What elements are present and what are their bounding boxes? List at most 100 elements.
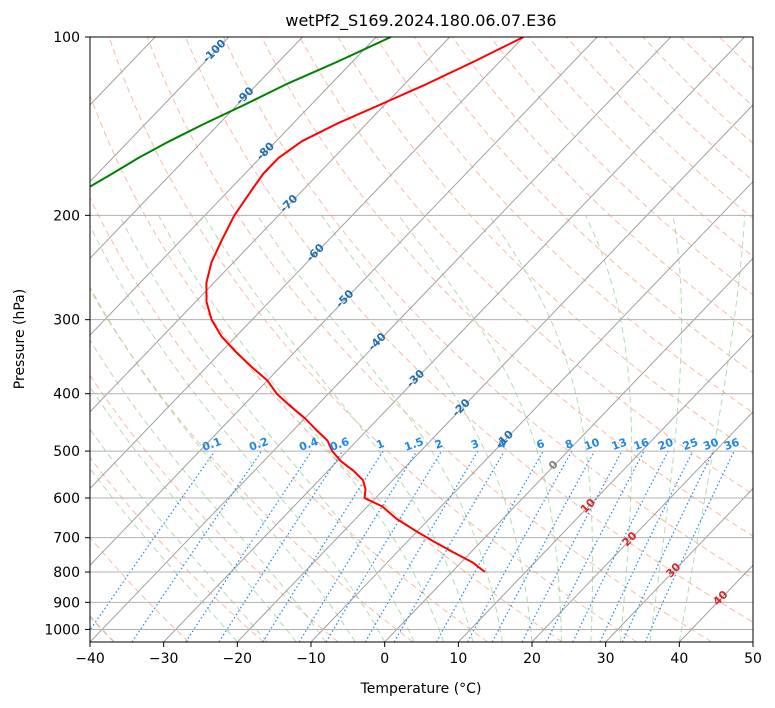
moist-adiabat	[90, 385, 297, 642]
y-axis-label: Pressure (hPa)	[12, 289, 28, 389]
y-tick-label: 400	[53, 387, 80, 403]
y-tick-label: 100	[53, 30, 80, 46]
plot-frame	[89, 36, 754, 643]
mixing-ratio-line	[325, 450, 443, 642]
mixing-ratio-label: 3	[469, 437, 481, 452]
dry-adiabat	[413, 37, 753, 374]
isotherm	[605, 487, 753, 642]
moist-adiabat	[90, 339, 327, 642]
moist-adiabat	[398, 215, 562, 642]
mixing-ratio-label: 1.5	[403, 435, 426, 454]
dry-adiabat	[90, 196, 488, 642]
mixing-ratio-label: 20	[656, 436, 675, 454]
dry-adiabat	[299, 37, 753, 495]
moist-adiabat	[203, 215, 474, 642]
y-tick-label: 900	[53, 595, 80, 611]
temperature-line	[205, 37, 524, 573]
y-tick-label: 1000	[44, 622, 80, 638]
isotherm	[90, 37, 230, 183]
mixing-ratio-label: 36	[722, 436, 741, 454]
y-tick-label: 200	[53, 208, 80, 224]
mixing-ratio-label: 0.4	[297, 435, 320, 454]
mixing-ratio-label: 0.1	[200, 435, 223, 454]
isotherm	[90, 37, 672, 642]
dry-adiabat	[451, 37, 753, 335]
y-axis: 100 200 300 400 500 600 700 800 900 1000	[44, 30, 90, 638]
mixing-ratio-line	[185, 450, 313, 642]
y-tick-label: 700	[53, 531, 80, 547]
moist-adiabat	[678, 215, 746, 642]
x-tick-label: 40	[670, 651, 688, 667]
chart-title: wetPf2_S169.2024.180.06.07.E36	[285, 11, 556, 31]
mixing-ratio-label: 0.2	[247, 435, 270, 454]
mixing-ratio-line	[545, 450, 645, 642]
y-tick-label: 300	[53, 313, 80, 329]
isotherm	[384, 257, 753, 642]
mixing-ratio-line	[435, 450, 544, 642]
background-lines	[90, 37, 753, 642]
dry-adiabat	[375, 37, 753, 414]
mixing-ratio-label: 6	[535, 437, 547, 452]
mixing-ratio-label: 16	[632, 436, 651, 454]
mixing-ratio-line	[262, 450, 384, 642]
x-tick-label: 10	[449, 651, 467, 667]
dry-adiabat	[184, 37, 753, 623]
mixing-ratio-line	[466, 450, 573, 642]
mixing-ratio-label: 8	[563, 437, 575, 452]
moist-adiabat	[118, 215, 415, 642]
moist-adiabat	[584, 215, 633, 642]
mixing-ratio-line	[131, 450, 263, 642]
x-tick-label: −30	[149, 651, 179, 667]
moist-adiabat	[488, 215, 594, 642]
isotherm	[310, 180, 753, 642]
isotherm	[90, 37, 524, 490]
x-tick-label: −40	[75, 651, 105, 667]
x-axis: −40 −30 −20 −10 0 10 20 30 40 50	[75, 642, 762, 667]
x-tick-label: 20	[523, 651, 541, 667]
isotherm	[163, 37, 745, 642]
isotherm	[457, 334, 753, 642]
dry-adiabat	[223, 37, 753, 580]
isotherm	[90, 37, 451, 413]
pressure-grid	[90, 37, 753, 630]
isotherm	[531, 411, 753, 642]
x-tick-label: −10	[296, 651, 326, 667]
mixing-ratio-label: 1	[374, 437, 386, 452]
dry-adiabat	[108, 37, 638, 642]
mixing-ratio-label: 10	[582, 436, 601, 454]
dry-adiabat	[90, 456, 264, 642]
mixing-ratio-line	[218, 450, 343, 642]
moist-adiabat	[157, 215, 445, 642]
dry-adiabat	[146, 37, 712, 642]
mixing-ratio-label: 4	[496, 437, 508, 452]
dry-adiabat	[490, 37, 753, 296]
x-tick-label: 30	[597, 651, 615, 667]
x-tick-label: 0	[380, 651, 389, 667]
mixing-ratio-label: 2	[433, 437, 445, 452]
mixing-ratio-label: 0.6	[328, 435, 351, 454]
moist-adiabat	[649, 215, 682, 642]
x-axis-label: Temperature (°C)	[360, 681, 482, 697]
sounding-series	[90, 37, 524, 573]
y-tick-label: 800	[53, 565, 80, 581]
isotherm	[236, 104, 753, 642]
mixing-ratio-line	[491, 450, 596, 642]
isotherm	[90, 37, 598, 566]
moist-adiabat	[90, 224, 386, 642]
isotherm	[90, 37, 303, 260]
mixing-ratio-label: 13	[610, 436, 629, 453]
x-tick-label: 50	[744, 651, 762, 667]
mixing-ratio-label: 25	[681, 436, 700, 453]
y-tick-label: 600	[53, 491, 80, 507]
moist-adiabat	[321, 215, 533, 642]
mixing-ratio-line	[298, 450, 418, 642]
isotherm	[90, 37, 377, 336]
dry-adiabat	[337, 37, 753, 454]
mixing-ratio-label: 30	[702, 436, 721, 454]
moist-adiabat	[90, 286, 356, 642]
dry-adiabat	[261, 37, 753, 537]
mixing-ratio-line	[90, 450, 216, 632]
x-tick-label: −20	[223, 651, 253, 667]
